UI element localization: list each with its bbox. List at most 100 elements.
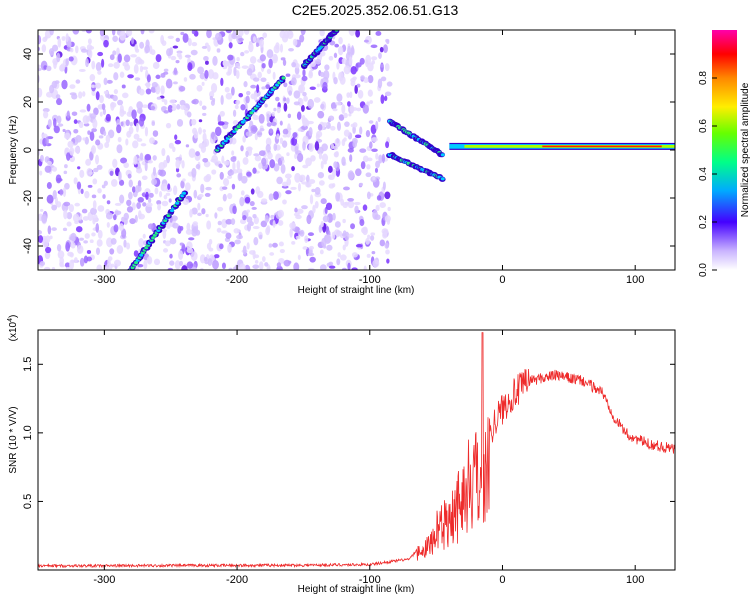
- noise-blob: [294, 207, 298, 213]
- noise-blob: [228, 267, 233, 270]
- noise-blob: [344, 201, 349, 206]
- noise-blob: [39, 260, 46, 267]
- noise-blob: [54, 80, 60, 84]
- noise-blob: [93, 167, 99, 173]
- noise-blob: [236, 57, 240, 62]
- noise-blob: [359, 57, 365, 65]
- noise-blob: [137, 264, 144, 268]
- noise-blob: [176, 103, 181, 110]
- noise-blob: [125, 242, 131, 250]
- noise-blob: [231, 86, 235, 96]
- noise-blob: [260, 220, 268, 228]
- noise-blob: [158, 161, 166, 171]
- noise-blob: [162, 248, 169, 253]
- noise-blob: [44, 251, 51, 260]
- noise-blob: [136, 138, 143, 142]
- noise-blob: [301, 75, 308, 82]
- noise-blob: [138, 117, 145, 127]
- noise-blob: [305, 157, 312, 167]
- noise-blob: [217, 121, 225, 126]
- noise-blob: [292, 132, 298, 138]
- noise-blob: [280, 57, 286, 61]
- noise-blob: [110, 101, 115, 111]
- noise-blob: [90, 207, 97, 215]
- noise-blob: [118, 171, 122, 182]
- noise-blob: [125, 30, 133, 37]
- noise-blob: [310, 155, 316, 162]
- noise-blob: [360, 75, 365, 80]
- noise-blob: [118, 223, 124, 231]
- noise-blob: [207, 44, 211, 52]
- noise-blob: [384, 191, 391, 200]
- x-tick-label: 100: [626, 574, 644, 586]
- noise-blob: [268, 193, 274, 201]
- noise-blob: [273, 143, 278, 152]
- noise-blob: [60, 63, 66, 72]
- noise-blob: [283, 82, 288, 88]
- noise-blob: [223, 178, 230, 187]
- noise-blob: [105, 212, 113, 220]
- noise-blob: [161, 106, 167, 110]
- noise-blob: [184, 182, 191, 191]
- noise-blob: [161, 200, 169, 207]
- noise-blob: [249, 200, 255, 207]
- noise-blob: [213, 254, 220, 259]
- noise-blob: [190, 251, 198, 261]
- noise-blob: [354, 205, 359, 214]
- noise-blob: [385, 38, 390, 43]
- noise-blob: [188, 148, 196, 159]
- noise-blob: [79, 109, 87, 113]
- noise-blob: [285, 73, 291, 77]
- noise-blob: [244, 50, 250, 54]
- noise-blob: [296, 111, 302, 121]
- noise-blob: [116, 245, 124, 254]
- noise-blob: [379, 46, 384, 53]
- noise-blob: [300, 104, 305, 112]
- noise-blob: [79, 169, 85, 179]
- noise-blob: [343, 137, 347, 142]
- noise-blob: [63, 170, 68, 175]
- noise-blob: [176, 173, 182, 178]
- y-tick-label: -40: [22, 238, 34, 254]
- noise-blob: [147, 197, 152, 204]
- noise-blob: [66, 110, 70, 119]
- noise-blob: [354, 134, 362, 139]
- noise-blob: [38, 67, 42, 72]
- noise-blob: [106, 222, 110, 228]
- noise-blob: [265, 144, 271, 153]
- noise-blob: [108, 63, 114, 68]
- noise-blob: [80, 48, 88, 53]
- noise-blob: [146, 74, 151, 83]
- noise-blob: [308, 127, 313, 137]
- noise-blob: [210, 99, 215, 106]
- noise-blob: [234, 239, 241, 245]
- noise-blob: [275, 96, 280, 102]
- noise-blob: [369, 141, 373, 149]
- noise-blob: [168, 142, 174, 149]
- noise-blob: [264, 262, 269, 267]
- noise-blob: [109, 248, 115, 255]
- noise-blob: [246, 90, 251, 96]
- noise-blob: [145, 191, 149, 200]
- track-core: [440, 177, 445, 181]
- noise-blob: [180, 31, 185, 36]
- noise-blob: [282, 199, 287, 205]
- noise-blob: [323, 161, 327, 165]
- noise-blob: [267, 152, 273, 160]
- noise-blob: [212, 72, 219, 80]
- noise-blob: [121, 228, 127, 239]
- noise-blob: [144, 82, 151, 87]
- noise-blob: [127, 173, 132, 179]
- colorbar-tick-label: 0.6: [698, 119, 709, 133]
- noise-blob: [219, 243, 224, 250]
- noise-blob: [119, 71, 125, 78]
- noise-blob: [365, 129, 371, 138]
- noise-blob: [103, 39, 109, 48]
- noise-blob: [106, 262, 113, 270]
- noise-blob: [279, 137, 284, 145]
- noise-blob: [113, 88, 119, 95]
- noise-blob: [46, 160, 52, 166]
- x-tick-label: -200: [226, 574, 248, 586]
- noise-blob: [350, 123, 356, 128]
- noise-blob: [82, 137, 86, 141]
